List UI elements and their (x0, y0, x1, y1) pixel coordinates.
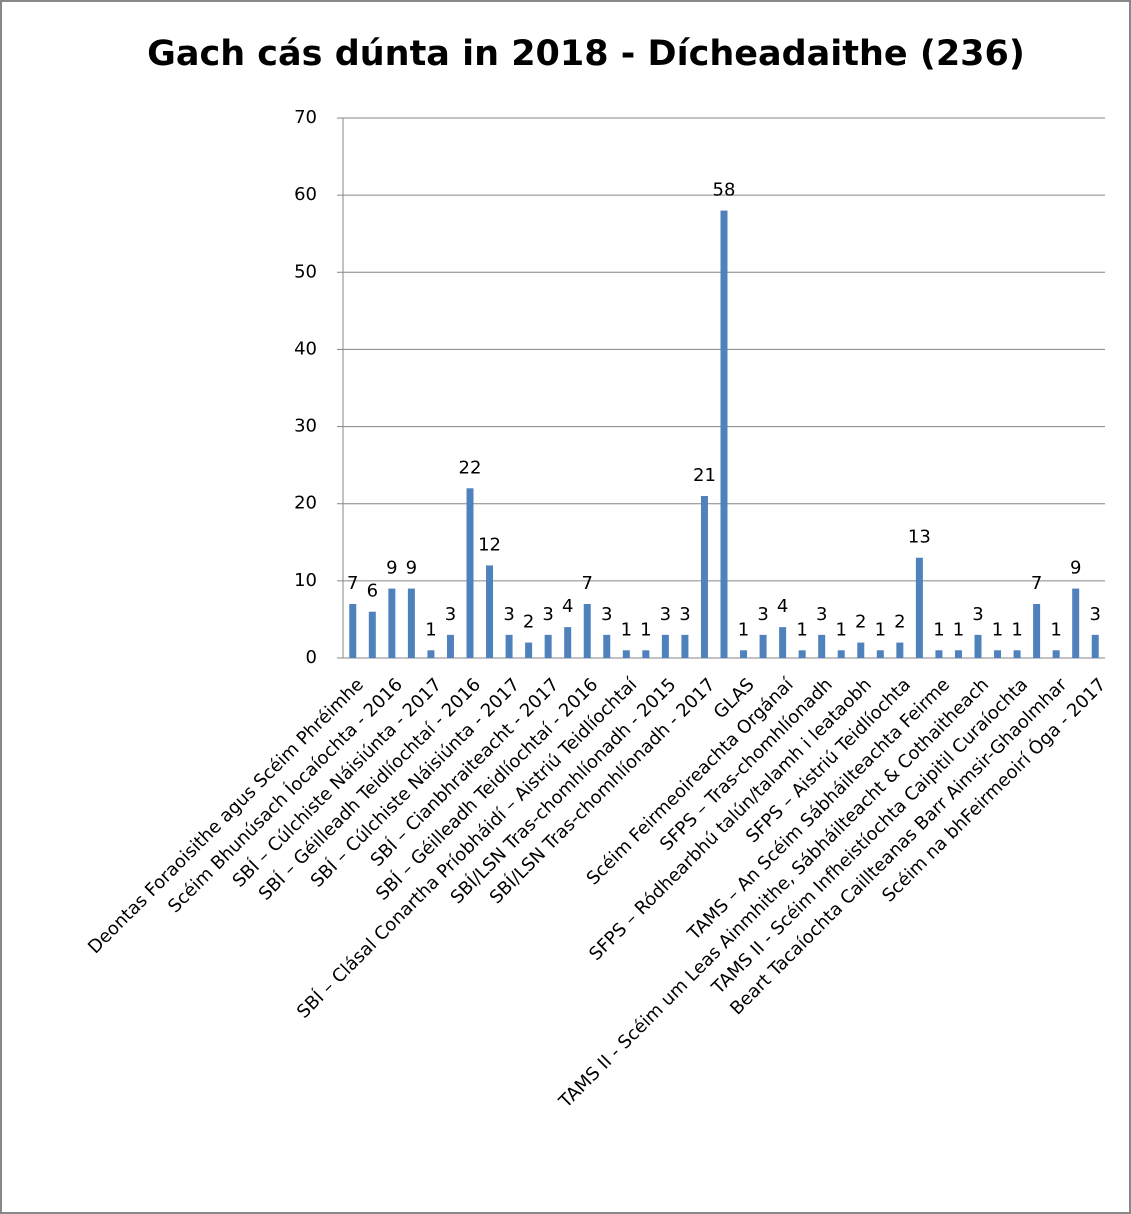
bar (603, 634, 611, 658)
bar (759, 634, 767, 658)
value-label: 9 (406, 558, 417, 579)
bar (1013, 650, 1021, 658)
value-label: 1 (640, 619, 651, 640)
bar (661, 634, 669, 658)
value-label: 3 (679, 604, 690, 625)
value-label: 22 (459, 457, 482, 478)
bar (1091, 634, 1099, 658)
bar (622, 650, 630, 658)
y-tick-label: 70 (294, 107, 317, 128)
bar (700, 496, 708, 658)
bar (564, 627, 572, 658)
bar (779, 627, 787, 658)
bar (681, 634, 689, 658)
bar (407, 588, 415, 658)
chart-title: Gach cás dúnta in 2018 - Dícheadaithe (2… (147, 34, 1025, 74)
value-label: 1 (425, 619, 436, 640)
value-label: 1 (1011, 619, 1022, 640)
value-label: 1 (875, 619, 886, 640)
bar (974, 634, 982, 658)
value-label: 12 (478, 534, 501, 555)
value-label: 7 (347, 573, 358, 594)
bar (1052, 650, 1060, 658)
bar (837, 650, 845, 658)
value-label: 1 (836, 619, 847, 640)
bar (954, 650, 962, 658)
bar (994, 650, 1002, 658)
bar (486, 565, 494, 658)
value-label: 13 (908, 527, 931, 548)
bar (642, 650, 650, 658)
value-label: 1 (953, 619, 964, 640)
bar (466, 488, 474, 658)
value-label: 3 (503, 604, 514, 625)
bar (740, 650, 748, 658)
value-label: 2 (894, 612, 905, 633)
bar (798, 650, 806, 658)
value-label: 2 (855, 612, 866, 633)
value-label: 4 (777, 596, 788, 617)
value-label: 6 (367, 581, 378, 602)
value-label: 3 (660, 604, 671, 625)
bar (935, 650, 943, 658)
y-tick-label: 60 (294, 184, 317, 205)
value-label: 1 (621, 619, 632, 640)
bar (876, 650, 884, 658)
value-label: 4 (562, 596, 573, 617)
value-label: 7 (582, 573, 593, 594)
value-label: 3 (601, 604, 612, 625)
value-label: 3 (757, 604, 768, 625)
y-tick-label: 30 (294, 416, 317, 437)
y-tick-label: 50 (294, 261, 317, 282)
bar (857, 642, 865, 658)
value-label: 3 (445, 604, 456, 625)
bar (446, 634, 454, 658)
bar (427, 650, 435, 658)
value-label: 2 (523, 612, 534, 633)
value-label: 1 (992, 619, 1003, 640)
value-label: 3 (972, 604, 983, 625)
value-label: 1 (1050, 619, 1061, 640)
bar (1033, 604, 1041, 658)
value-label: 3 (1090, 604, 1101, 625)
y-tick-label: 20 (294, 493, 317, 514)
value-label: 3 (542, 604, 553, 625)
bar (818, 634, 826, 658)
value-label: 1 (933, 619, 944, 640)
bar (544, 634, 552, 658)
value-label: 9 (1070, 558, 1081, 579)
y-tick-label: 0 (306, 647, 317, 668)
value-label: 1 (796, 619, 807, 640)
bar (583, 604, 591, 658)
bar (896, 642, 904, 658)
value-label: 9 (386, 558, 397, 579)
bar (525, 642, 533, 658)
y-tick-label: 10 (294, 570, 317, 591)
bar (349, 604, 357, 658)
bar (915, 557, 923, 658)
value-label: 7 (1031, 573, 1042, 594)
value-label: 21 (693, 465, 716, 486)
bar (720, 210, 728, 659)
y-tick-label: 40 (294, 338, 317, 359)
value-label: 1 (738, 619, 749, 640)
value-label: 3 (816, 604, 827, 625)
value-label: 58 (713, 180, 736, 201)
bar (505, 634, 513, 658)
bar (1072, 588, 1080, 658)
bar (388, 588, 396, 658)
bar (368, 611, 376, 658)
